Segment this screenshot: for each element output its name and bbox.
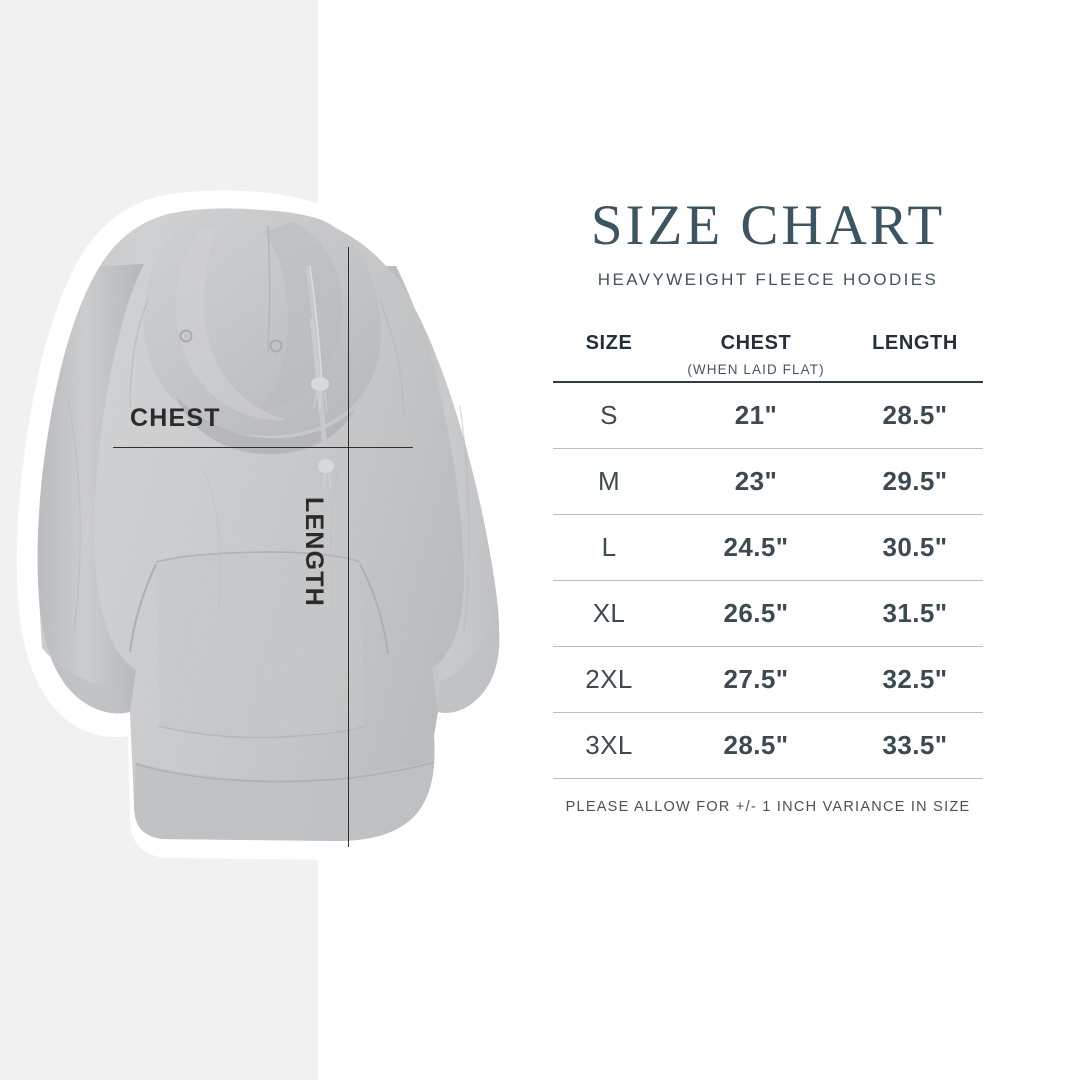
column-header-length-label: LENGTH: [872, 331, 958, 354]
table-row: M 23" 29.5": [553, 448, 983, 515]
hoodie-illustration: [16, 190, 523, 861]
column-header-size: SIZE: [553, 332, 665, 382]
cell-size: M: [597, 465, 621, 496]
cell-length: 33.5": [882, 729, 948, 760]
table-row: S 21" 28.5": [553, 382, 983, 449]
table-row: 2XL 27.5" 32.5": [553, 646, 983, 713]
cell-size: 2XL: [585, 663, 633, 694]
cell-chest: 27.5": [723, 663, 789, 694]
garment-body: [37, 208, 500, 841]
cell-chest: 23": [734, 465, 778, 496]
cell-length: 32.5": [882, 663, 948, 694]
drawstring: [305, 265, 334, 489]
table-row: L 24.5" 30.5": [553, 514, 983, 581]
hoodie-product-image: [8, 170, 528, 870]
cell-size: L: [601, 531, 617, 562]
column-header-length: LENGTH: [847, 332, 983, 382]
page-title: SIZE CHART: [590, 194, 946, 257]
column-header-chest: CHEST (WHEN LAID FLAT): [665, 332, 847, 382]
cell-length: 31.5": [882, 597, 948, 628]
cell-chest: 21": [734, 399, 778, 430]
cell-size: 3XL: [585, 729, 633, 760]
variance-note: PLEASE ALLOW FOR +/- 1 INCH VARIANCE IN …: [565, 798, 971, 815]
table-row: 3XL 28.5" 33.5": [553, 712, 983, 779]
cell-length: 30.5": [882, 531, 948, 562]
cell-size: XL: [592, 597, 626, 628]
drawstring-eyelets: [179, 329, 283, 353]
length-measure-line: [348, 247, 349, 847]
size-table-body: S 21" 28.5" M 23" 29.5" L 24.5" 30.5" XL…: [553, 382, 983, 779]
cell-chest: 24.5": [723, 531, 789, 562]
header-spacer: [553, 355, 665, 375]
header-spacer: [847, 355, 983, 375]
cell-chest: 26.5": [723, 597, 789, 628]
cell-size: S: [600, 399, 618, 430]
size-chart-panel: SIZE CHART HEAVYWEIGHT FLEECE HOODIES SI…: [553, 196, 983, 815]
chest-measure-label: CHEST: [130, 404, 221, 432]
cell-chest: 28.5": [723, 729, 789, 760]
table-header-row: SIZE CHEST (WHEN LAID FLAT) LENGTH: [553, 332, 983, 382]
chest-measure-line: [113, 447, 413, 448]
size-table-head: SIZE CHEST (WHEN LAID FLAT) LENGTH: [553, 332, 983, 382]
size-table: SIZE CHEST (WHEN LAID FLAT) LENGTH S: [553, 332, 983, 779]
table-row: XL 26.5" 31.5": [553, 580, 983, 647]
cell-length: 29.5": [882, 465, 948, 496]
column-header-size-label: SIZE: [585, 331, 633, 354]
column-header-chest-subnote: (WHEN LAID FLAT): [687, 361, 825, 377]
page-subtitle: HEAVYWEIGHT FLEECE HOODIES: [597, 269, 939, 289]
length-measure-label: LENGTH: [300, 497, 328, 607]
cell-length: 28.5": [882, 399, 948, 430]
column-header-chest-label: CHEST: [720, 331, 792, 354]
